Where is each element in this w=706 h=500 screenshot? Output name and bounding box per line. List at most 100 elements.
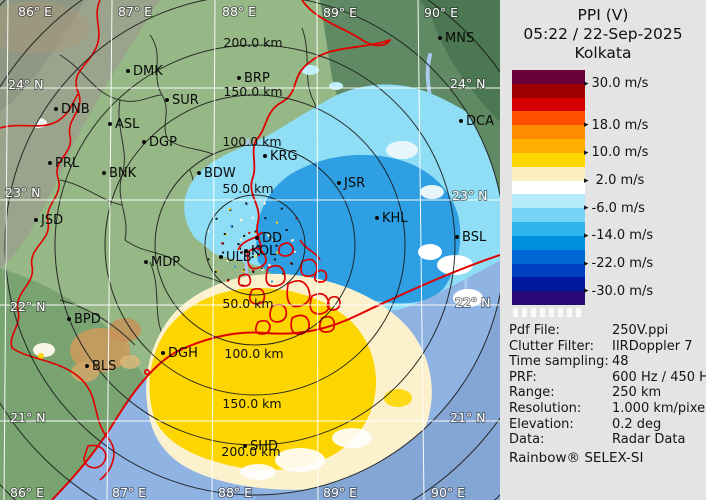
station-dot [244,249,248,253]
station-dot [48,161,52,165]
scale-band-9 [512,194,585,209]
scale-tick-arrow-icon: ▸ [584,230,589,241]
range-ring-label: 50.0 km [222,181,273,196]
station-dot [102,171,106,175]
station-bnk: BNK [102,166,137,181]
coordinate-label: 87° E [118,4,152,19]
station-dot [263,154,267,158]
station-dmk: DMK [126,64,163,79]
coordinate-label: 21° N [10,410,45,425]
product-metadata: Pdf File: 250V.ppi Clutter Filter: IIRDoppl… [509,323,706,448]
meta-label: Time sampling: [509,354,609,370]
station-kol: KOL [244,244,277,259]
station-jsd: JSD [34,213,63,228]
scale-band-14 [512,263,585,278]
scale-band-7 [512,166,585,181]
station-dot [34,218,38,222]
gridline-longitude [417,0,425,500]
station-dot [144,260,148,264]
scale-band-16 [512,291,585,306]
station-label: JSR [343,176,365,191]
range-ring-200km [54,44,456,446]
scale-label-text: 10.0 m/s [591,145,649,161]
station-label: ASL [115,117,140,132]
station-prl: PRL [48,156,80,171]
scale-band-15 [512,277,585,292]
station-label: BDW [204,166,236,181]
scale-band-2 [512,97,585,112]
station-dot [243,444,247,448]
title-block: PPI (V) 05:22 / 22-Sep-2025 Kolkata [500,6,706,63]
station-ulb: ULB [219,250,252,265]
radar-map: 86° E 87° E 88° E 89° E 90° E 86° E 87° E 88° E… [0,0,500,500]
meta-value: 1.000 km/pixel [612,400,706,416]
station-dot [54,107,58,111]
meta-label: Elevation: [509,416,574,432]
gridline-longitude [106,0,113,500]
station-mdp: MDP [144,255,180,270]
station-dot [108,122,112,126]
station-label: DGP [149,135,177,150]
latlon-labels: 86° E 87° E 88° E 89° E 90° E 86° E 87° E 88° E… [4,3,491,500]
range-ring-50km [204,194,306,296]
scale-tick-arrow-icon: ▸ [584,78,589,89]
coordinate-label: 88° E [218,485,252,500]
station-dot [255,236,259,240]
station-label: BSL [462,230,487,245]
scale-tick-arrow-icon: ▸ [584,203,589,214]
range-ring-label: 200.0 km [223,35,282,50]
scale-label-text: 30.0 m/s [591,76,649,92]
station-shd: SHD [243,439,278,454]
scale-tick-arrow-icon: ▸ [584,286,589,297]
station-label: ULB [226,250,252,265]
station-label: KHL [382,211,408,226]
range-ring-150km [104,94,406,396]
coordinate-label: 21° N [450,410,485,425]
range-rings [0,0,500,500]
software-brand: Rainbow® SELEX-SI [509,450,644,466]
scale-band-0 [512,70,585,84]
site-name: Kolkata [574,44,632,62]
product-title: PPI (V) [577,6,629,24]
coordinate-label: 24° N [8,77,43,92]
meta-value: 250 km [612,385,662,401]
meta-label: Range: [509,385,555,401]
coordinate-label: 22° N [10,299,45,314]
coordinate-label: 86° E [10,485,44,500]
station-label: DD [262,231,282,246]
scale-label-text: -22.0 m/s [591,256,654,272]
station-brp: BRP [237,71,270,86]
scale-label: ▸ -30.0 m/s [584,283,653,299]
scale-band-10 [512,208,585,223]
range-ring-label: 150.0 km [223,84,282,99]
scan-datetime: 05:22 / 22-Sep-2025 [523,25,683,43]
station-bdw: BDW [197,166,236,181]
radar-map-canvas: 86° E 87° E 88° E 89° E 90° E 86° E 87° E 88° E… [0,0,500,500]
latlon-gridlines [0,0,500,500]
meta-value: 250V.ppi [612,323,669,338]
coordinate-label: 87° E [112,485,146,500]
red-boundaries [0,0,500,500]
gridline-longitude [3,0,9,500]
station-dot [219,255,223,259]
station-dd: DD [255,231,282,246]
scale-label: ▸ 30.0 m/s [584,76,648,92]
station-label: BRP [244,71,270,86]
station-asl: ASL [108,117,140,132]
velocity-color-scale [512,70,585,306]
station-label: DMK [133,64,163,79]
scale-label-text: -14.0 m/s [591,228,654,244]
station-label: PRL [55,156,80,171]
scale-tick-arrow-icon: ▸ [584,147,589,158]
station-label: MNS [445,31,474,46]
scale-band-11 [512,222,585,236]
station-label: KOL [251,244,277,259]
range-ring-250km [4,0,500,496]
scale-label: ▸ 10.0 m/s [584,145,648,161]
range-ring-100km [154,144,356,346]
station-dca: DCA [459,114,494,129]
station-label: DCA [466,114,494,129]
station-dgh: DGH [161,346,198,361]
coordinate-label: 89° E [323,485,357,500]
meta-value: 0.2 deg [612,416,662,432]
